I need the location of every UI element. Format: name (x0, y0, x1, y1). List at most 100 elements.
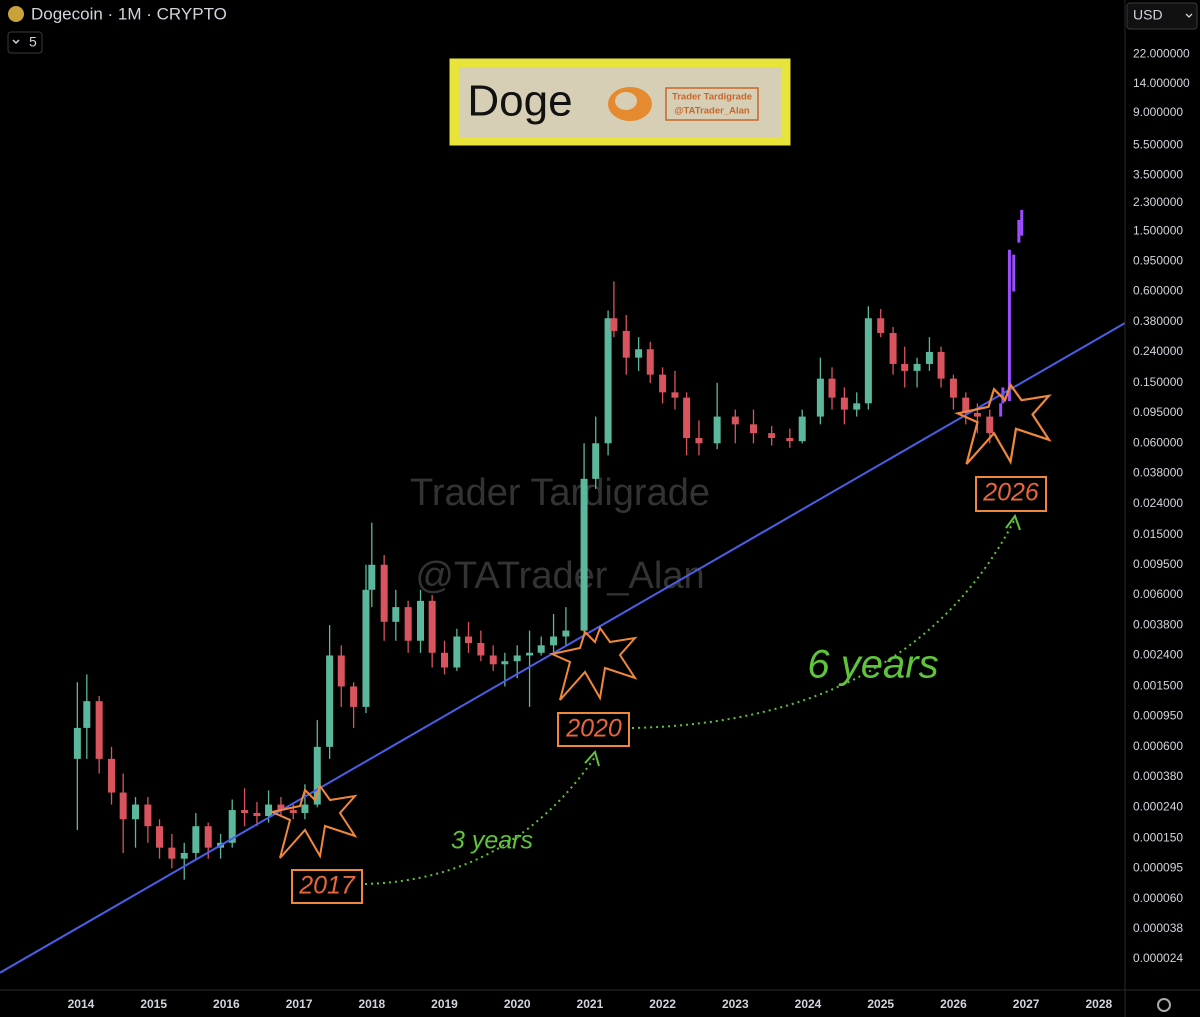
x-tick-label: 2025 (867, 997, 894, 1011)
x-tick-label: 2016 (213, 997, 240, 1011)
starburst (548, 625, 638, 701)
annotations: 2017 2020 2026 3 years 6 years Doge Trad… (268, 58, 1052, 904)
candle-body (441, 652, 449, 668)
candle-body (253, 812, 261, 817)
indicator-toggle[interactable] (7, 31, 43, 54)
y-tick-label: 0.000600 (1133, 739, 1183, 753)
x-tick-label: 2022 (649, 997, 676, 1011)
year-label: 2017 (298, 872, 356, 900)
y-tick-label: 0.015000 (1133, 527, 1183, 541)
candle-body (228, 810, 236, 843)
label-box (975, 476, 1047, 512)
candle-body (592, 443, 600, 479)
y-tick-label: 0.000240 (1133, 799, 1183, 813)
watermark: Trader Tardigrade @TATrader_Alan (410, 472, 710, 597)
currency: USD (1133, 7, 1163, 23)
candle-body (659, 374, 667, 393)
axes: 22.000000 14.000000 9.000000 5.500000 3.5000… (68, 46, 1190, 1011)
arrowhead (1005, 513, 1021, 531)
year-label: 2020 (565, 715, 622, 743)
label-box (291, 869, 363, 904)
y-tick-label: 0.380000 (1133, 314, 1183, 328)
candle-body (204, 826, 212, 848)
logo: Trader Tardigrade @TATrader_Alan (608, 87, 759, 121)
span-label: 3 years (451, 827, 533, 855)
candle-body (417, 600, 425, 641)
candle-body (853, 403, 861, 410)
candle-body (73, 727, 81, 759)
plot-area (0, 209, 1126, 974)
candle-body (604, 318, 612, 444)
candle-body (95, 701, 103, 759)
candle-body (768, 433, 776, 439)
y-tick-label: 3.500000 (1133, 167, 1183, 181)
candle-body (404, 607, 412, 641)
candle-body (798, 416, 806, 442)
candle-body (962, 397, 970, 414)
watermark-name: Trader Tardigrade (410, 472, 710, 514)
candle-body (864, 318, 872, 404)
currency-selector[interactable] (1126, 2, 1198, 30)
candle-body (786, 438, 794, 442)
candle-body (635, 349, 643, 358)
starbursts (268, 382, 1052, 859)
y-tick-label: 0.000950 (1133, 709, 1183, 723)
candle-body (380, 564, 388, 622)
label-boxes (291, 476, 1047, 904)
candle-body (168, 847, 176, 859)
y-tick-label: 0.060000 (1133, 435, 1183, 449)
candle-body (526, 652, 534, 656)
candle-body (713, 416, 721, 444)
y-tick-label: 0.000024 (1133, 951, 1183, 965)
y-tick-label: 0.001500 (1133, 679, 1183, 693)
x-tick-label: 2017 (286, 997, 313, 1011)
y-tick-label: 0.150000 (1133, 375, 1183, 389)
candle-body (156, 826, 164, 848)
y-tick-label: 0.000150 (1133, 830, 1183, 844)
candle-body (913, 363, 921, 371)
x-tick-label: 2015 (140, 997, 167, 1011)
candle-body (828, 378, 836, 398)
x-tick-label: 2023 (722, 997, 749, 1011)
y-tick-label: 0.000380 (1133, 769, 1183, 783)
x-tick-label: 2028 (1085, 997, 1112, 1011)
candle-body (119, 792, 127, 820)
candle-body (986, 416, 994, 434)
candle-body (501, 661, 509, 665)
candle-body (368, 564, 376, 590)
candle-body (108, 758, 116, 793)
y-tick-label: 0.038000 (1133, 466, 1183, 480)
x-tick-label: 2018 (358, 997, 385, 1011)
arrowhead (584, 749, 600, 767)
candle-body (646, 349, 654, 375)
x-tick-label: 2027 (1013, 997, 1040, 1011)
x-tick-label: 2026 (940, 997, 967, 1011)
candle-body (428, 600, 436, 653)
logo-frame (665, 87, 759, 121)
candle-body (326, 655, 334, 747)
y-tick-label: 0.000060 (1133, 891, 1183, 905)
candle-body (301, 804, 309, 813)
x-tick-label: 2019 (431, 997, 458, 1011)
candle-body (241, 810, 249, 813)
settings-icon[interactable] (1157, 998, 1171, 1012)
watermark-handle: @TATrader_Alan (415, 555, 704, 597)
y-tick-label: 0.002400 (1133, 648, 1183, 662)
y-tick-label: 0.000095 (1133, 861, 1183, 875)
candle-body (550, 636, 558, 646)
candle-body (580, 478, 588, 631)
logo-icon (615, 92, 637, 110)
candle-body (901, 363, 909, 371)
candle-body (180, 852, 188, 859)
starburst (954, 382, 1052, 466)
y-tick-label: 22.000000 (1133, 46, 1190, 60)
candle-body (350, 686, 358, 707)
y-tick-label: 9.000000 (1133, 105, 1183, 119)
candle-body (132, 804, 140, 820)
candle-body (683, 397, 691, 439)
trendline (0, 322, 1126, 974)
candle-body (392, 607, 400, 622)
x-tick-label: 2014 (68, 997, 95, 1011)
candle-body (464, 636, 472, 643)
